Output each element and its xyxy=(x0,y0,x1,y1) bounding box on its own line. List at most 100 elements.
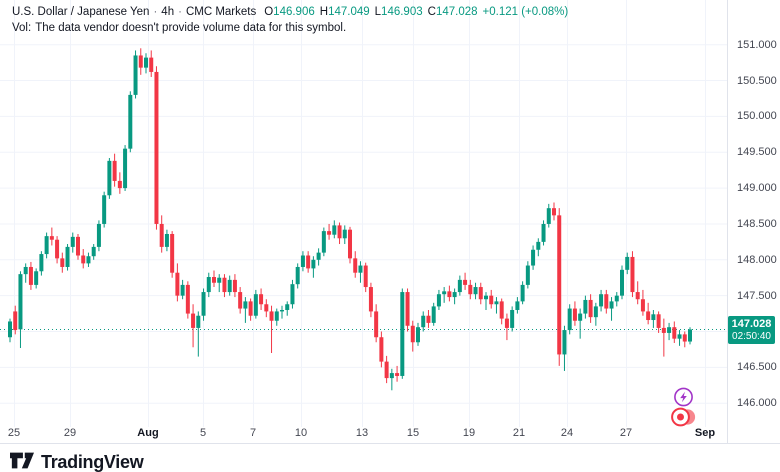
candle[interactable] xyxy=(661,318,666,357)
candle[interactable] xyxy=(620,265,624,300)
candle[interactable] xyxy=(557,208,562,366)
interval-value[interactable]: 4h xyxy=(161,6,175,18)
candle[interactable] xyxy=(552,202,556,221)
candle[interactable] xyxy=(238,287,243,314)
candle[interactable] xyxy=(677,330,682,346)
candle[interactable] xyxy=(123,145,128,191)
candle[interactable] xyxy=(651,309,656,328)
candle[interactable] xyxy=(8,318,12,343)
candle[interactable] xyxy=(253,289,258,319)
candle[interactable] xyxy=(578,308,583,339)
candle[interactable] xyxy=(520,281,525,305)
candle[interactable] xyxy=(640,289,645,316)
candle[interactable] xyxy=(379,331,384,368)
candle[interactable] xyxy=(489,289,494,309)
candle[interactable] xyxy=(164,229,169,252)
candle[interactable] xyxy=(452,288,457,305)
candle[interactable] xyxy=(609,297,614,321)
candle[interactable] xyxy=(86,252,91,267)
last-price-badge[interactable]: 147.028 02:50:40 xyxy=(728,316,775,344)
candle[interactable] xyxy=(546,203,551,228)
candle[interactable] xyxy=(682,331,687,348)
candle[interactable] xyxy=(65,244,70,271)
candle[interactable] xyxy=(525,261,530,289)
candle[interactable] xyxy=(295,263,300,289)
candle[interactable] xyxy=(583,295,588,319)
candle[interactable] xyxy=(259,288,264,310)
candle[interactable] xyxy=(442,287,447,303)
candle[interactable] xyxy=(290,279,295,309)
candle[interactable] xyxy=(13,305,18,335)
candle[interactable] xyxy=(321,227,326,257)
candle[interactable] xyxy=(431,302,436,326)
candle[interactable] xyxy=(656,311,661,333)
candle[interactable] xyxy=(264,299,269,318)
candle[interactable] xyxy=(389,368,394,391)
volume-label[interactable]: Vol: xyxy=(12,22,32,34)
candle[interactable] xyxy=(447,285,452,302)
candle[interactable] xyxy=(269,305,274,354)
candle[interactable] xyxy=(248,298,253,321)
candle[interactable] xyxy=(191,304,196,348)
candle[interactable] xyxy=(416,322,420,346)
candle[interactable] xyxy=(55,236,60,264)
candle[interactable] xyxy=(400,288,405,379)
candle[interactable] xyxy=(667,322,672,341)
candle[interactable] xyxy=(138,48,143,75)
candle[interactable] xyxy=(672,321,677,343)
candle[interactable] xyxy=(515,297,520,314)
candle[interactable] xyxy=(604,289,609,314)
candle[interactable] xyxy=(91,244,96,260)
candle[interactable] xyxy=(39,251,44,276)
candle[interactable] xyxy=(34,268,39,289)
candle[interactable] xyxy=(531,245,536,270)
candle[interactable] xyxy=(541,220,546,246)
candle[interactable] xyxy=(112,153,117,187)
candle[interactable] xyxy=(128,91,133,153)
candle[interactable] xyxy=(285,301,290,316)
candle[interactable] xyxy=(463,272,468,290)
candle[interactable] xyxy=(368,282,373,318)
candle[interactable] xyxy=(117,172,122,194)
candle[interactable] xyxy=(436,289,441,310)
candle[interactable] xyxy=(206,272,211,298)
candle[interactable] xyxy=(363,262,368,293)
candle[interactable] xyxy=(243,297,248,323)
candle[interactable] xyxy=(232,274,237,298)
candle[interactable] xyxy=(384,355,389,384)
candle[interactable] xyxy=(473,282,478,300)
candle[interactable] xyxy=(180,279,185,300)
candle[interactable] xyxy=(311,256,316,278)
candle[interactable] xyxy=(337,222,342,245)
candle[interactable] xyxy=(149,50,154,77)
tradingview-logo[interactable]: TradingView xyxy=(10,452,144,472)
candle[interactable] xyxy=(107,157,112,199)
candle[interactable] xyxy=(562,325,567,371)
candle[interactable] xyxy=(28,261,33,290)
candle[interactable] xyxy=(227,275,232,296)
candle[interactable] xyxy=(510,306,515,332)
candle[interactable] xyxy=(201,288,206,321)
candle[interactable] xyxy=(494,297,499,314)
candle[interactable] xyxy=(457,275,462,296)
candle[interactable] xyxy=(484,292,488,310)
candle[interactable] xyxy=(588,294,593,323)
candle[interactable] xyxy=(274,308,279,326)
candle[interactable] xyxy=(212,270,216,288)
candle[interactable] xyxy=(421,311,426,332)
candle[interactable] xyxy=(358,261,363,283)
candle[interactable] xyxy=(353,251,358,278)
candle[interactable] xyxy=(426,309,431,328)
candle[interactable] xyxy=(614,292,619,307)
candle[interactable] xyxy=(348,226,352,264)
candle[interactable] xyxy=(60,252,65,273)
candle[interactable] xyxy=(185,281,190,319)
candle[interactable] xyxy=(688,327,692,345)
candle[interactable] xyxy=(76,233,80,260)
candle[interactable] xyxy=(175,263,180,302)
candle[interactable] xyxy=(159,215,164,253)
price-axis[interactable]: 151.000 150.500 150.000 149.500 149.000 148.5… xyxy=(728,0,780,443)
candle[interactable] xyxy=(567,304,572,335)
candle[interactable] xyxy=(222,274,227,298)
